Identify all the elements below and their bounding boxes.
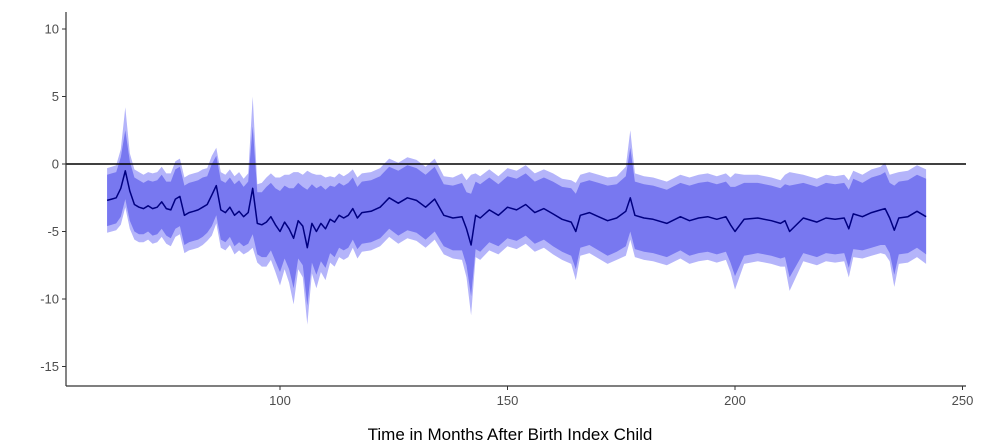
series-lines xyxy=(66,163,966,249)
y-tick-label: -5 xyxy=(47,224,59,239)
axes: 10 5 0 -5 -10 -15 100 150 200 250 xyxy=(40,12,973,408)
y-tick-label: 5 xyxy=(52,89,59,104)
x-axis-title: Time in Months After Birth Index Child xyxy=(368,425,653,444)
x-tick-label: 250 xyxy=(952,393,974,408)
x-tick-label: 150 xyxy=(497,393,519,408)
y-tick-label: -10 xyxy=(40,292,59,307)
y-tick-label: 0 xyxy=(52,157,59,172)
x-tick-label: 100 xyxy=(269,393,291,408)
series-line-0 xyxy=(106,170,927,249)
x-tick-label: 200 xyxy=(724,393,746,408)
inner-confidence-band xyxy=(107,126,927,306)
y-tick-label: 10 xyxy=(45,22,59,37)
y-tick-label: -15 xyxy=(40,359,59,374)
